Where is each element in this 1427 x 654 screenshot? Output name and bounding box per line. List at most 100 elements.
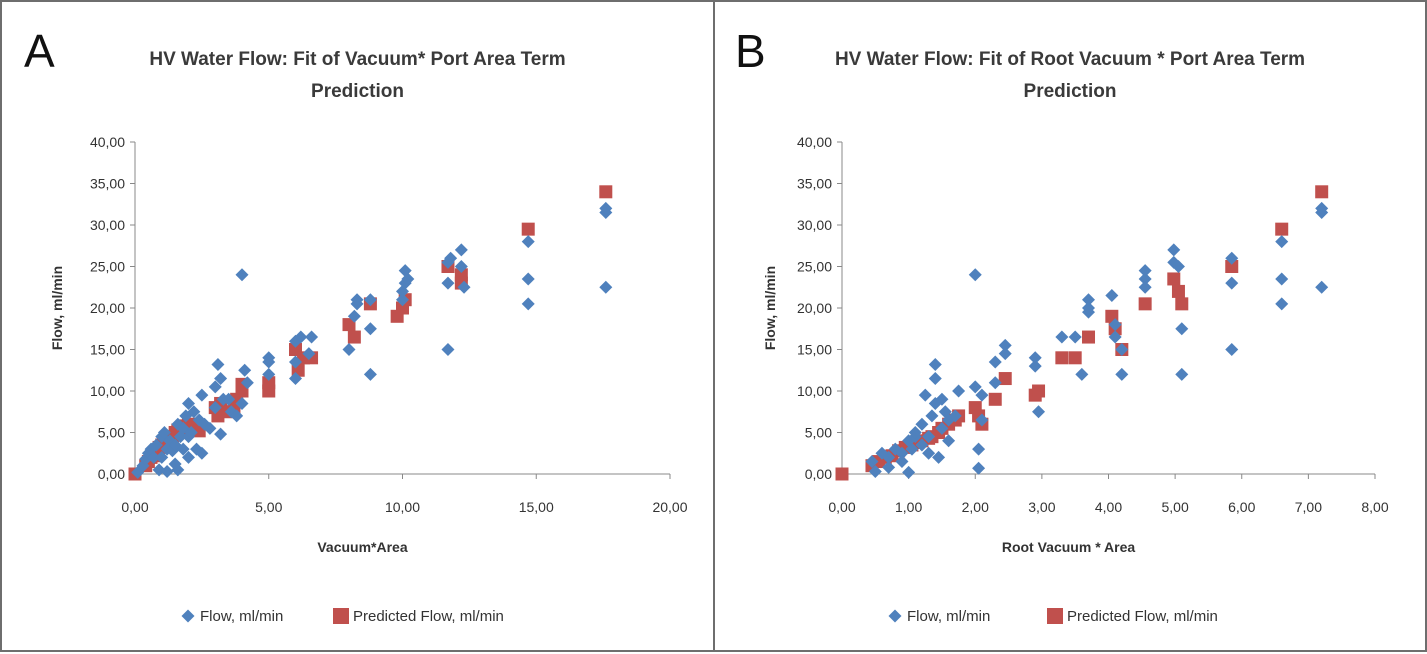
x-tick-label: 2,00 — [962, 499, 989, 515]
flow-point — [240, 376, 254, 390]
flow-point — [868, 465, 882, 479]
chart-title-line-1: HV Water Flow: Fit of Root Vacuum * Port… — [834, 49, 1306, 70]
flow-point — [155, 450, 169, 464]
predicted-flow-point — [1138, 297, 1152, 311]
predicted-flow-point — [1032, 384, 1046, 398]
flow-point — [998, 338, 1012, 352]
flow-point — [363, 322, 377, 336]
legend-label-flow: Flow, ml/min — [907, 608, 990, 625]
x-tick-label: 7,00 — [1295, 499, 1322, 515]
flow-point — [599, 201, 613, 215]
chart-title: HV Water Flow: Fit of Root Vacuum * Port… — [715, 44, 1425, 108]
flow-point — [918, 388, 932, 402]
y-axis-label: Flow, ml/min — [49, 266, 65, 350]
chart-panel-b: B HV Water Flow: Fit of Root Vacuum * Po… — [713, 0, 1427, 652]
flow-point — [396, 293, 409, 307]
x-tick-label: 5,00 — [1162, 499, 1189, 515]
predicted-flow-point — [835, 467, 849, 481]
flow-point — [208, 380, 222, 394]
y-tick-label: 5,00 — [805, 425, 832, 441]
panel-letter: B — [735, 25, 766, 77]
flow-point — [942, 434, 956, 448]
y-tick-label: 15,00 — [797, 342, 832, 358]
y-tick-label: 15,00 — [90, 342, 125, 358]
y-tick-label: 35,00 — [797, 176, 832, 192]
flow-point — [922, 430, 936, 444]
flow-point — [195, 388, 209, 402]
flow-point — [147, 450, 161, 464]
flow-point — [444, 251, 458, 265]
flow-point — [1108, 330, 1122, 344]
flow-point — [1225, 343, 1239, 356]
flow-point — [441, 343, 455, 356]
flow-point — [187, 405, 201, 419]
predicted-flow-point — [1275, 222, 1289, 236]
flow-point — [1275, 272, 1289, 286]
x-tick-label: 15,00 — [519, 499, 554, 515]
flow-point — [149, 438, 163, 452]
flow-point — [932, 450, 946, 464]
flow-point — [171, 463, 185, 477]
flow-point — [1138, 280, 1152, 294]
flow-point — [915, 438, 929, 452]
flow-point — [895, 455, 909, 469]
predicted-flow-point — [1225, 260, 1239, 273]
predicted-flow-point — [521, 222, 535, 236]
flow-point — [975, 413, 989, 427]
flow-point — [928, 372, 942, 386]
flow-point — [975, 388, 989, 402]
flow-point — [972, 461, 986, 475]
flow-point — [1082, 293, 1096, 307]
flow-point — [342, 343, 356, 356]
flow-point — [1032, 405, 1046, 419]
x-tick-label: 4,00 — [1095, 499, 1122, 515]
predicted-flow-point — [1315, 185, 1329, 199]
flow-point — [302, 347, 316, 361]
flow-point — [599, 280, 613, 294]
flow-point — [211, 357, 225, 371]
flow-point — [1068, 330, 1082, 344]
x-tick-label: 10,00 — [385, 499, 420, 515]
predicted-flow-point — [1175, 297, 1189, 311]
flow-point — [1167, 243, 1181, 257]
predicted-flow-point — [1171, 284, 1185, 298]
chart-panel-a: A HV Water Flow: Fit of Vacuum* Port Are… — [0, 0, 715, 652]
flow-point — [176, 442, 190, 456]
flow-point — [230, 409, 244, 423]
flow-point — [441, 276, 455, 290]
scatter-chart-a: 0,00 5,00 10,00 15,00 20,00 25,00 30,00 35,00 40… — [49, 134, 688, 625]
flow-point — [521, 235, 535, 249]
chart-title-line-1: HV Water Flow: Fit of Vacuum* Port Area … — [149, 49, 566, 70]
flow-point — [902, 465, 916, 479]
legend-diamond-marker — [888, 609, 902, 623]
predicted-flow-point — [1068, 351, 1082, 365]
flow-point — [882, 450, 896, 464]
flow-point — [289, 355, 302, 369]
x-tick-label: 8,00 — [1361, 499, 1388, 515]
flow-point — [363, 293, 377, 307]
flow-point — [928, 396, 942, 410]
flow-point — [1175, 322, 1189, 336]
y-tick-label: 10,00 — [90, 383, 125, 399]
x-tick-label: 1,00 — [895, 499, 922, 515]
y-tick-label: 40,00 — [90, 134, 125, 150]
flow-point — [195, 446, 209, 460]
flow-point — [1171, 260, 1185, 273]
flow-point — [184, 426, 198, 439]
flow-point — [457, 280, 471, 294]
y-tick-label: 30,00 — [797, 217, 832, 233]
flow-point — [454, 243, 468, 257]
chart-title: HV Water Flow: Fit of Vacuum* Port Area … — [2, 44, 713, 108]
y-tick-label: 5,00 — [98, 425, 125, 441]
flow-point — [1028, 359, 1042, 373]
y-tick-label: 10,00 — [797, 383, 832, 399]
flow-point — [235, 396, 249, 410]
y-axis-label: Flow, ml/min — [762, 266, 778, 350]
flow-point — [262, 367, 276, 381]
flow-point — [1082, 301, 1096, 315]
flow-point — [988, 376, 1002, 390]
legend-label-predicted-flow: Predicted Flow, ml/min — [353, 608, 504, 625]
flow-point — [214, 372, 228, 386]
flow-point — [1175, 367, 1189, 381]
flow-point — [1055, 330, 1069, 344]
